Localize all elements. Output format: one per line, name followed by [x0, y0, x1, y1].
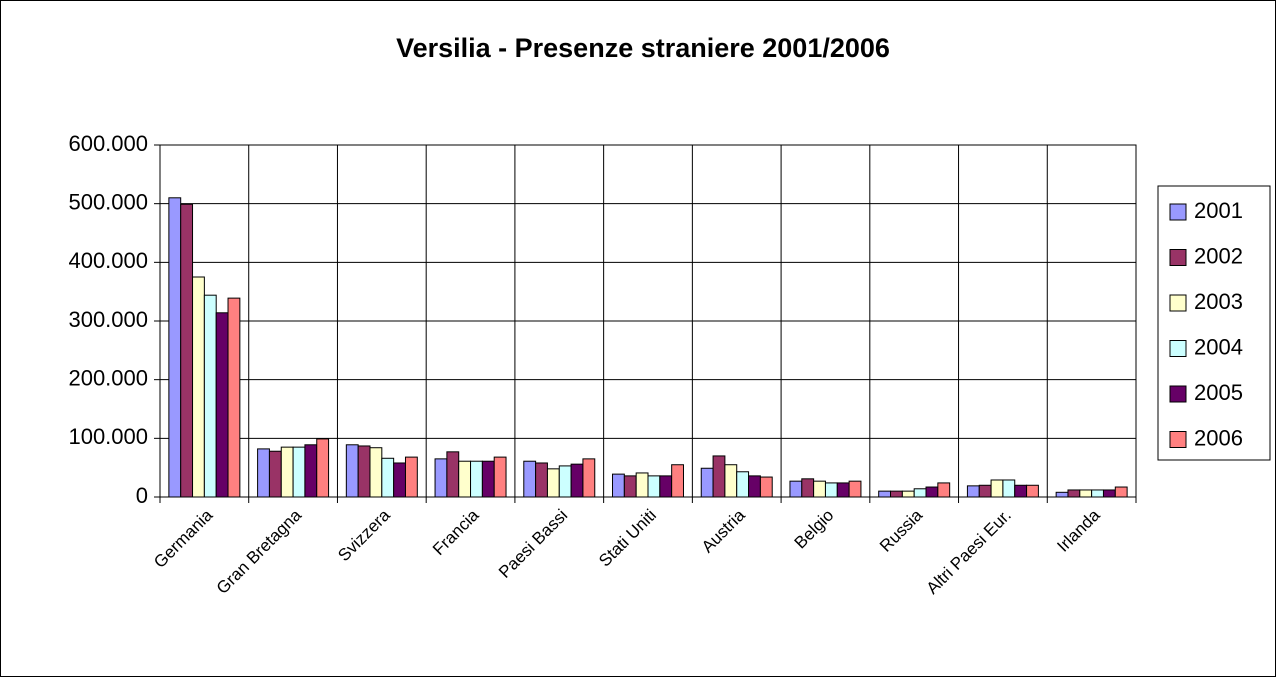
bar [759, 476, 773, 498]
bar [316, 438, 330, 498]
bar [1067, 489, 1081, 498]
legend-swatch [1169, 294, 1187, 312]
bar [990, 479, 1004, 498]
bar [558, 465, 572, 498]
bar [647, 475, 661, 498]
bar [978, 484, 992, 498]
legend-label: 2003 [1194, 289, 1243, 314]
legend-label: 2002 [1194, 243, 1243, 268]
bar [280, 446, 294, 498]
bar [582, 458, 596, 498]
bar [434, 458, 448, 498]
legend-swatch [1169, 340, 1187, 357]
legend-label: 2001 [1194, 198, 1243, 223]
bar [712, 455, 726, 498]
bar [546, 468, 560, 498]
bar [901, 490, 915, 498]
bar [848, 480, 862, 498]
bar [215, 312, 229, 498]
legend-swatch [1169, 385, 1187, 403]
bar [458, 460, 472, 498]
bar [523, 460, 537, 498]
bar [369, 447, 383, 498]
legend-swatch [1169, 203, 1187, 221]
legend-label: 2004 [1194, 334, 1243, 359]
bar [878, 490, 892, 498]
bar [1114, 486, 1128, 498]
y-tick-label: 400.000 [68, 248, 148, 273]
bar [724, 464, 738, 498]
bar [1055, 491, 1069, 498]
bar [192, 276, 205, 498]
bar [1102, 489, 1116, 498]
bar [1014, 484, 1028, 498]
bar [801, 478, 815, 498]
legend-swatch [1169, 249, 1187, 266]
bar [180, 203, 194, 498]
bar [381, 457, 395, 498]
bar [1002, 479, 1016, 498]
bar [925, 486, 939, 498]
bar [736, 471, 750, 498]
bar [789, 480, 803, 498]
bar [623, 475, 637, 498]
bar [268, 450, 282, 498]
y-tick-label: 600.000 [68, 131, 148, 156]
bar [257, 448, 270, 498]
bar [345, 444, 359, 498]
bar [227, 297, 241, 498]
bar [404, 456, 418, 498]
bar [493, 456, 507, 498]
bar [890, 490, 903, 498]
bar [570, 463, 584, 498]
bar [1091, 489, 1104, 498]
bar [470, 460, 483, 498]
bar [966, 485, 980, 498]
bar [700, 467, 714, 498]
legend-label: 2005 [1194, 380, 1243, 405]
y-tick-label: 100.000 [68, 424, 148, 449]
bar [203, 294, 217, 498]
bar [535, 462, 548, 498]
bar [659, 475, 673, 498]
bar [612, 473, 625, 498]
bar [168, 197, 182, 498]
bar [393, 462, 406, 498]
bar [635, 472, 649, 498]
y-tick-label: 0 [136, 483, 148, 508]
bar [824, 482, 838, 498]
bar [937, 482, 951, 498]
bar [813, 480, 826, 498]
y-tick-label: 200.000 [68, 365, 148, 390]
legend-box [1157, 185, 1271, 461]
bar [913, 488, 927, 498]
bar [671, 464, 684, 498]
bar [292, 446, 306, 498]
legend-label: 2006 [1194, 425, 1243, 450]
bar [748, 475, 761, 498]
bar [357, 445, 371, 498]
bar [1026, 484, 1039, 498]
chart-title: Versilia - Presenze straniere 2001/2006 [396, 33, 890, 63]
bar [1079, 489, 1093, 498]
y-tick-label: 300.000 [68, 307, 148, 332]
bar [836, 482, 850, 498]
bar [481, 460, 495, 498]
legend-swatch [1169, 431, 1187, 448]
bar [304, 444, 318, 498]
y-tick-label: 500.000 [68, 189, 148, 214]
bar [446, 451, 460, 498]
